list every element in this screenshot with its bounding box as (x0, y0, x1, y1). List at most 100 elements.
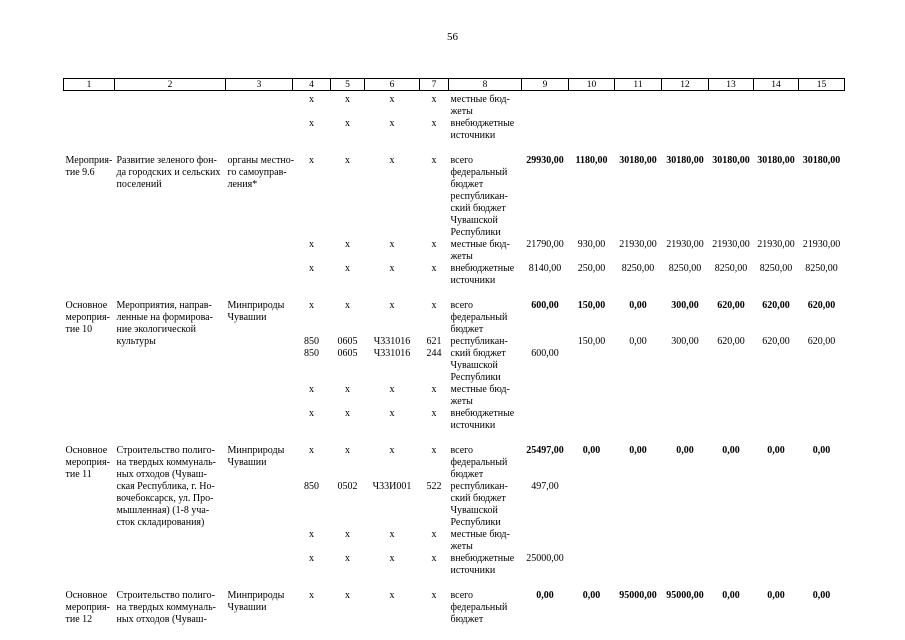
value-cell: 1180,00 (569, 142, 615, 167)
value-cell: 8250,00 (615, 263, 662, 287)
code-cell (293, 191, 331, 239)
value-cell (569, 457, 615, 481)
cell-line: x (389, 263, 395, 274)
value-cell (799, 529, 845, 553)
cell-line: да городских и сельских (116, 167, 221, 178)
cell-line: 0502 (337, 481, 358, 492)
column-header: 7 (419, 78, 449, 91)
cell-line: x (389, 529, 395, 540)
cell-line: всего (450, 155, 474, 166)
cell-line: Основное (65, 590, 108, 601)
value-cell (569, 312, 615, 336)
value-cell: 0,00 (615, 336, 662, 384)
cell-line: республикан- (450, 336, 508, 347)
cell-line: x (345, 118, 350, 129)
value-cell (799, 457, 845, 481)
value-cell (522, 91, 569, 119)
code-cell: x (331, 239, 365, 263)
description-cell: Мероприятия, направ-ленные на формирова-… (115, 287, 226, 432)
cell-line: внебюджетные (450, 118, 515, 129)
code-cell (365, 602, 420, 626)
cell-line: Ч331016 (373, 336, 411, 347)
group-name-cell: Основное мероприя-тие 12 (64, 577, 115, 626)
budget-type-cell: всего (449, 432, 522, 457)
value-cell (709, 529, 754, 553)
cell-line: 0,00 (767, 590, 785, 601)
cell-line: 21930,00 (712, 239, 750, 250)
cell-line (710, 481, 753, 493)
value-cell: 8250,00 (662, 263, 709, 287)
value-cell: 620,00 (754, 287, 799, 312)
table-row: федеральный бюджет (64, 602, 845, 626)
cell-line: 621 (426, 336, 442, 347)
value-cell (615, 384, 662, 408)
value-cell (522, 529, 569, 553)
cell-line: 21930,00 (619, 239, 657, 250)
value-cell (662, 457, 709, 481)
value-cell (754, 602, 799, 626)
value-cell (709, 553, 754, 577)
value-cell (754, 481, 799, 529)
cell-line: x (431, 155, 437, 166)
cell-line: 8250,00 (621, 263, 655, 274)
column-header: 12 (661, 78, 709, 91)
budget-type-cell: внебюджетные источники (449, 263, 522, 287)
code-cell: x (331, 91, 365, 119)
column-header: 15 (798, 78, 845, 91)
value-cell: 21930,00 (709, 239, 754, 263)
value-cell (799, 167, 845, 191)
table-row: Основное мероприя-тие 10 Мероприятия, напр… (64, 287, 845, 347)
value-cell (799, 118, 845, 142)
cell-line: на твердых коммуналь- (116, 457, 217, 468)
value-cell (615, 529, 662, 553)
value-cell: 0,00 (662, 432, 709, 457)
code-cell: x (365, 118, 420, 142)
cell-line: внебюджетные (450, 553, 515, 564)
cell-line: 30180,00 (712, 155, 750, 166)
cell-line: Республики (450, 372, 501, 383)
group-name-cell: Основное мероприя-тие 10 (64, 287, 115, 432)
agency-cell (226, 91, 293, 143)
cell-line (755, 553, 798, 565)
cell-line: 0605 (337, 336, 358, 347)
cell-line: Минприроды (227, 445, 285, 456)
code-cell (331, 457, 365, 481)
value-cell (569, 553, 615, 577)
code-cell: x (420, 91, 449, 119)
budget-type-cell: федеральный бюджет (449, 602, 522, 626)
code-cell: x (331, 577, 365, 602)
code-cell: x (331, 553, 365, 577)
cell-line: 250,00 (577, 263, 606, 274)
code-cell: x (331, 287, 365, 312)
value-cell: 21790,00 (522, 239, 569, 263)
cell-line: источники (450, 275, 496, 286)
cell-line: федеральный (450, 312, 508, 323)
code-cell (293, 457, 331, 481)
value-cell (709, 481, 754, 529)
value-cell (754, 384, 799, 408)
value-cell (709, 457, 754, 481)
code-cell (365, 191, 420, 239)
cell-line: 30180,00 (619, 155, 657, 166)
cell-line: x (345, 529, 350, 540)
value-cell (709, 408, 754, 432)
table-row: x x x x внебюджетные источники 8140,00 250,00 82… (64, 263, 845, 287)
value-cell (709, 167, 754, 191)
table-header: 1 2 3 4 5 6 7 8 9 10 11 12 13 14 15 (63, 78, 845, 91)
cell-line: 300,00 (671, 336, 699, 347)
value-cell (662, 481, 709, 529)
value-cell: 620,00 (754, 336, 799, 384)
code-cell: x (420, 577, 449, 602)
cell-line: x (309, 155, 314, 166)
code-cell: x (365, 553, 420, 577)
cell-line: 620,00 (807, 300, 836, 311)
cell-line: x (345, 553, 350, 564)
code-cell: x (420, 408, 449, 432)
cell-line: жеты (450, 106, 473, 117)
cell-line: x (309, 384, 314, 395)
value-cell (754, 457, 799, 481)
value-cell: 0,00 (754, 577, 799, 602)
cell-line: ский бюджет (450, 348, 506, 359)
value-cell (662, 191, 709, 239)
value-cell: 21930,00 (615, 239, 662, 263)
